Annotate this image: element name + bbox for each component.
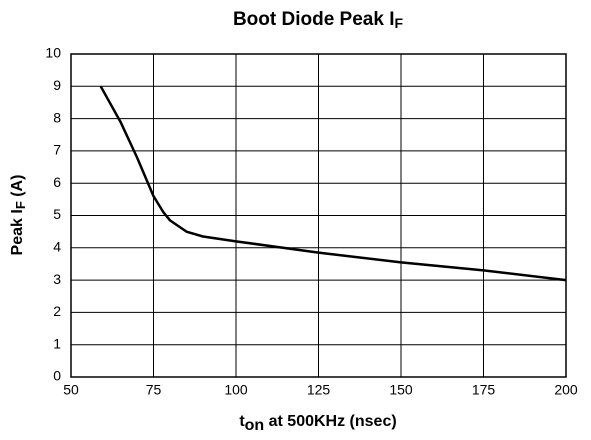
y-tick-label: 8: [53, 109, 61, 125]
x-label-sub: on: [245, 417, 265, 434]
y-tick-label: 6: [53, 174, 61, 190]
y-tick-label: 7: [53, 142, 61, 158]
y-tick-label: 2: [53, 303, 61, 319]
x-tick-label: 50: [63, 382, 79, 398]
y-label-sub: F: [13, 201, 28, 209]
title-sub: F: [394, 15, 403, 31]
x-axis-label: ton at 500KHz (nsec): [239, 413, 396, 434]
plot-frame: [70, 53, 567, 378]
y-tick-label: 0: [53, 368, 61, 384]
y-tick-label: 10: [45, 45, 61, 61]
title-main: Boot Diode Peak I: [233, 9, 395, 30]
y-tick-label: 9: [53, 77, 61, 93]
x-tick-label: 175: [472, 382, 496, 398]
y-tick-label: 1: [53, 335, 61, 351]
x-label-rest: at 500KHz (nsec): [264, 413, 397, 430]
x-tick-label: 200: [554, 382, 578, 398]
y-label-rest: (A): [9, 175, 26, 202]
y-tick-label: 5: [53, 206, 61, 222]
x-label-main: t: [239, 413, 245, 430]
x-tick-label: 150: [389, 382, 413, 398]
x-tick-label: 75: [146, 382, 162, 398]
data-line: [99, 85, 567, 282]
x-tick-label: 125: [307, 382, 331, 398]
chart-title: Boot Diode Peak IF: [233, 9, 404, 31]
y-label-main: Peak I: [9, 209, 26, 255]
y-tick-label: 4: [53, 239, 61, 255]
y-axis-label: Peak IF (A): [9, 175, 28, 256]
y-tick-label: 3: [53, 271, 61, 287]
x-tick-label: 100: [224, 382, 248, 398]
